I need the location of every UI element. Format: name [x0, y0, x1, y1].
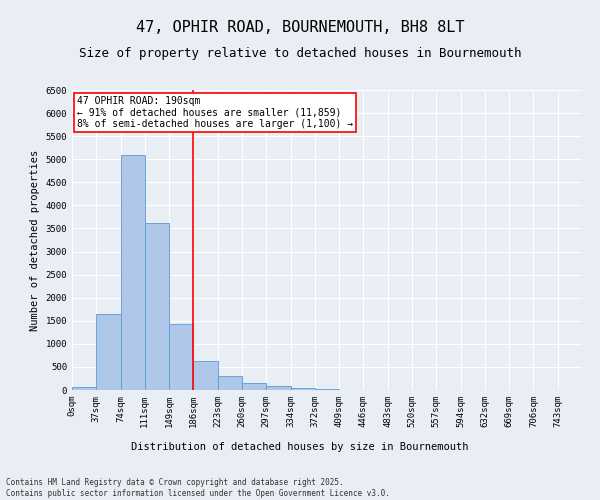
Y-axis label: Number of detached properties: Number of detached properties: [30, 150, 40, 330]
Bar: [145, 223, 169, 390]
Bar: [242, 384, 266, 390]
Text: Distribution of detached houses by size in Bournemouth: Distribution of detached houses by size …: [131, 442, 469, 452]
Text: Size of property relative to detached houses in Bournemouth: Size of property relative to detached ho…: [79, 48, 521, 60]
Text: 47 OPHIR ROAD: 190sqm
← 91% of detached houses are smaller (11,859)
8% of semi-d: 47 OPHIR ROAD: 190sqm ← 91% of detached …: [77, 96, 353, 129]
Bar: [193, 362, 218, 390]
Bar: [266, 386, 290, 390]
Text: Contains HM Land Registry data © Crown copyright and database right 2025.
Contai: Contains HM Land Registry data © Crown c…: [6, 478, 390, 498]
Bar: [218, 376, 242, 390]
Bar: [96, 314, 121, 390]
Text: 47, OPHIR ROAD, BOURNEMOUTH, BH8 8LT: 47, OPHIR ROAD, BOURNEMOUTH, BH8 8LT: [136, 20, 464, 35]
Bar: [315, 388, 339, 390]
Bar: [290, 388, 315, 390]
Bar: [121, 154, 145, 390]
Bar: [169, 324, 193, 390]
Bar: [72, 386, 96, 390]
